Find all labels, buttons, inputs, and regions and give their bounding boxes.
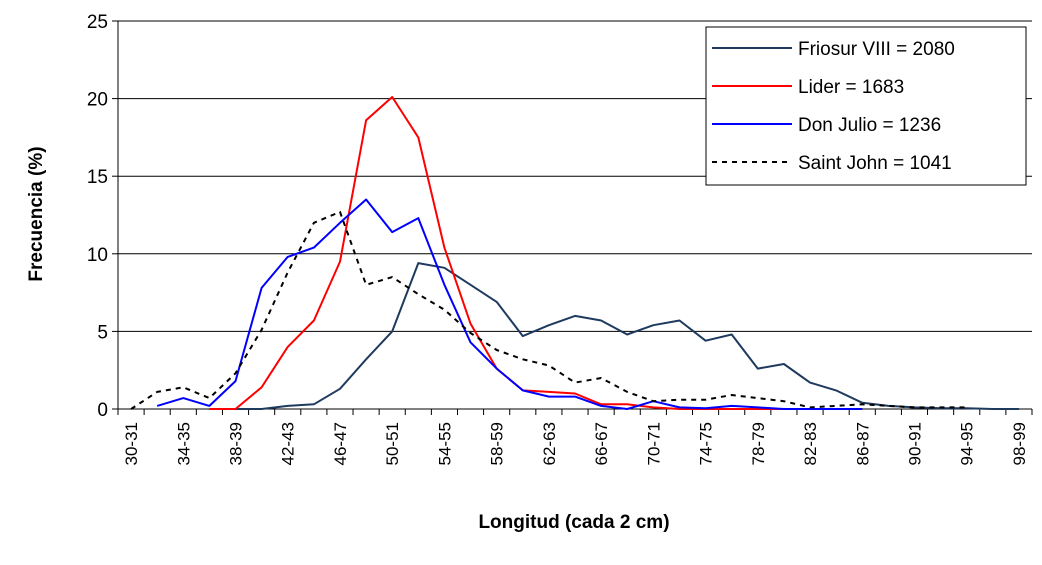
series-line-3 xyxy=(156,198,863,410)
series-line-2 xyxy=(209,96,863,410)
x-tick-label: 54-55 xyxy=(435,422,454,465)
x-tick-label: 82-83 xyxy=(801,422,820,465)
x-tick-label: 30-31 xyxy=(122,422,141,465)
y-axis-ticks: 0 5 10 15 20 25 xyxy=(87,12,118,421)
series-line-1 xyxy=(235,262,1019,410)
legend-label-3: Don Julio = 1236 xyxy=(798,115,941,136)
x-tick-label: 38-39 xyxy=(227,422,246,465)
x-axis-title: Longitud (cada 2 cm) xyxy=(478,512,669,533)
x-tick-label: 74-75 xyxy=(697,422,716,465)
x-tick-label: 70-71 xyxy=(644,422,663,465)
axes xyxy=(117,21,1032,410)
x-tick-label: 34-35 xyxy=(174,422,193,465)
x-tick-label: 46-47 xyxy=(331,422,350,465)
y-tick-label: 10 xyxy=(87,245,108,266)
y-tick-label: 0 xyxy=(97,400,108,421)
x-tick-label: 86-87 xyxy=(853,422,872,465)
x-tick-label: 66-67 xyxy=(592,422,611,465)
legend-label-4: Saint John = 1041 xyxy=(798,153,952,174)
legend-box xyxy=(705,26,1027,186)
legend-label-2: Lider = 1683 xyxy=(798,77,904,98)
y-tick-label: 15 xyxy=(87,167,108,188)
series-line-4 xyxy=(130,210,967,410)
legend: Friosur VIII = 2080 Lider = 1683 Don Julio… xyxy=(705,26,1027,186)
y-tick-label: 25 xyxy=(87,12,108,33)
x-tick-label: 90-91 xyxy=(905,422,924,465)
x-tick-label: 94-95 xyxy=(958,422,977,465)
x-tick-label: 62-63 xyxy=(540,422,559,465)
series-lines xyxy=(130,96,1019,410)
y-tick-label: 5 xyxy=(97,322,108,343)
x-axis-ticks: 30-31 34-35 38-39 42-43 46-47 50-51 54-55 58-59… xyxy=(117,409,1033,465)
x-tick-label: 42-43 xyxy=(279,422,298,465)
y-tick-label: 20 xyxy=(87,90,108,111)
y-axis-title: Frecuencia (%) xyxy=(26,146,47,281)
legend-label-1: Friosur VIII = 2080 xyxy=(798,39,955,60)
x-tick-label: 50-51 xyxy=(383,422,402,465)
x-tick-label: 58-59 xyxy=(488,422,507,465)
x-tick-label: 78-79 xyxy=(749,422,768,465)
x-tick-label: 98-99 xyxy=(1010,422,1029,465)
